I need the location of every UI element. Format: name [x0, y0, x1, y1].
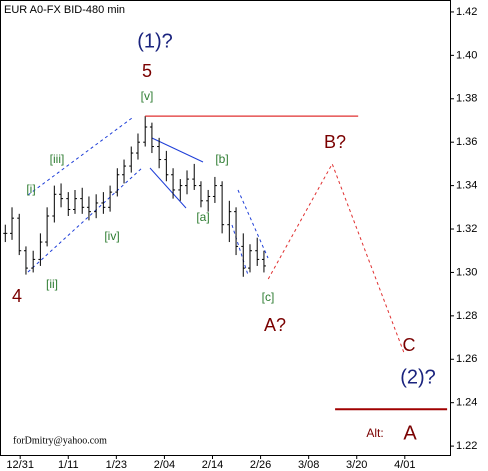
annotation: A	[403, 422, 417, 444]
x-tick-label: 12/31	[6, 459, 34, 471]
annotation: 4	[12, 286, 22, 306]
annotation: B?	[324, 132, 346, 152]
chart-title: EUR A0-FX BID-480 min	[4, 4, 125, 16]
annotation: [iv]	[104, 229, 119, 243]
x-tick-label: 2/14	[202, 459, 223, 471]
y-tick-label: 1.26	[456, 353, 477, 365]
y-tick-label: 1.24	[456, 397, 477, 409]
x-tick-label: 4/01	[394, 459, 415, 471]
y-tick-label: 1.28	[456, 310, 477, 322]
annotation: (2)?	[400, 366, 436, 388]
annotation: [ii]	[46, 277, 58, 291]
annotation: A?	[264, 315, 286, 335]
projection-path	[267, 162, 406, 356]
annotation: (1)?	[137, 30, 173, 52]
y-tick-label: 1.42	[456, 6, 477, 18]
channel	[237, 189, 269, 259]
y-tick-label: 1.36	[456, 136, 477, 148]
y-tick-label: 1.32	[456, 223, 477, 235]
x-tick-label: 1/23	[106, 459, 127, 471]
annotation: [iii]	[50, 152, 65, 166]
x-tick-label: 3/08	[298, 459, 319, 471]
annotation: [b]	[215, 152, 228, 166]
channel	[231, 224, 249, 276]
annotation: [c]	[262, 290, 275, 304]
y-tick-label: 1.40	[456, 49, 477, 61]
channel	[27, 167, 143, 273]
annotation: Alt:	[366, 426, 383, 440]
annotation: forDmitry@yahoo.com	[13, 435, 107, 446]
channel	[151, 137, 204, 163]
annotation: [a]	[196, 210, 209, 224]
annotation: C	[403, 335, 416, 355]
x-tick-label: 2/26	[250, 459, 271, 471]
x-tick-label: 2/04	[154, 459, 175, 471]
annotation: [v]	[141, 89, 154, 103]
x-tick-label: 1/11	[58, 459, 79, 471]
annotation: [i]	[26, 182, 35, 196]
annotation: 5	[142, 61, 152, 81]
y-tick-label: 1.22	[456, 440, 477, 452]
y-tick-label: 1.30	[456, 266, 477, 278]
y-tick-label: 1.38	[456, 93, 477, 105]
x-tick-label: 3/20	[346, 459, 367, 471]
channel	[149, 167, 187, 209]
channel-lines	[27, 117, 269, 276]
y-tick-label: 1.34	[456, 180, 477, 192]
